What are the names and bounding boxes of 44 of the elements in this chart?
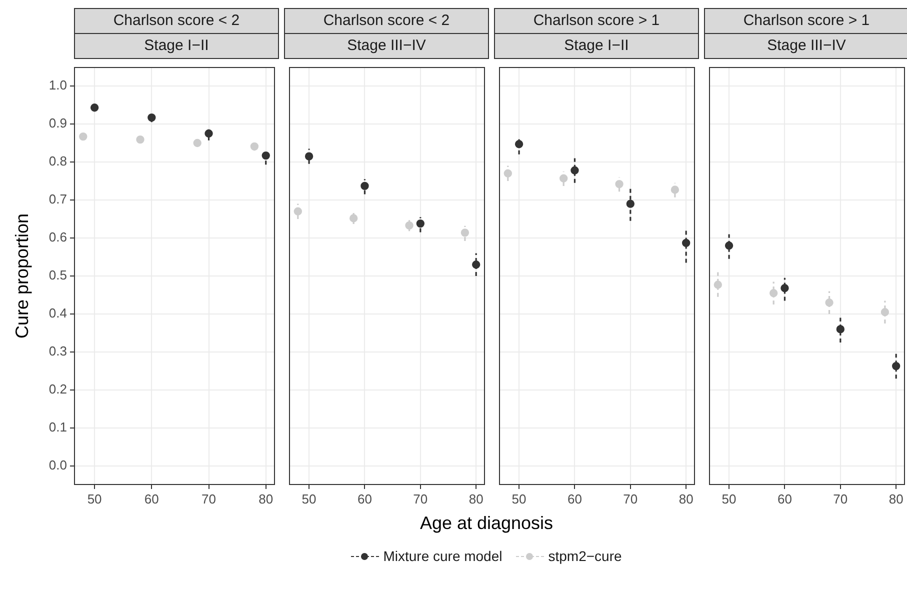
legend-label: stpm2−cure xyxy=(548,548,622,564)
y-tick-label: 0.2 xyxy=(48,382,67,397)
chart-title: Charlson score < 2 xyxy=(74,8,279,34)
y-tick-label: 0.8 xyxy=(48,154,67,169)
chart-subtitle: Stage III−IV xyxy=(704,34,907,59)
x-tick-label: 50 xyxy=(512,491,526,506)
y-tick-label: 0.5 xyxy=(48,268,67,283)
x-tick-label: 70 xyxy=(413,491,428,506)
y-tick-label: 0.6 xyxy=(48,230,67,245)
y-tick-label: 1.0 xyxy=(48,78,67,93)
y-tick-label: 0.7 xyxy=(48,192,67,207)
chart-title: Charlson score > 1 xyxy=(494,8,699,34)
point xyxy=(136,135,144,144)
x-tick-label: 60 xyxy=(144,491,159,506)
chart-subtitle: Stage I−II xyxy=(494,34,699,59)
chart-subtitle: Stage III−IV xyxy=(284,34,489,59)
point xyxy=(250,142,259,151)
y-tick-label: 0.4 xyxy=(48,306,67,321)
point xyxy=(79,132,88,141)
x-tick-label: 50 xyxy=(87,491,102,506)
chart-title: Charlson score > 1 xyxy=(704,8,907,34)
x-tick-label: 60 xyxy=(567,491,582,506)
chart-title: Charlson score < 2 xyxy=(284,8,489,34)
y-tick-label: 0.1 xyxy=(48,420,67,435)
x-tick-label: 70 xyxy=(833,491,848,506)
x-tick-label: 60 xyxy=(777,491,792,506)
x-tick-label: 80 xyxy=(678,491,694,506)
y-axis-title: Cure proportion xyxy=(12,213,32,339)
x-tick-label: 80 xyxy=(258,491,274,506)
x-tick-label: 80 xyxy=(468,491,484,506)
point xyxy=(193,138,202,148)
x-tick-label: 70 xyxy=(623,491,638,506)
x-tick-label: 80 xyxy=(888,491,904,506)
x-tick-label: 50 xyxy=(302,491,316,506)
text: Age at diagnosis xyxy=(418,513,554,534)
y-tick-label: 0.0 xyxy=(48,458,67,473)
chart-subtitle: Stage I−II xyxy=(74,34,279,59)
y-tick-label: 0.9 xyxy=(48,116,67,131)
x-tick-label: 70 xyxy=(202,491,216,506)
legend-label: Mixture cure model xyxy=(383,548,502,564)
x-tick-label: 50 xyxy=(722,491,736,506)
y-tick-label: 0.3 xyxy=(48,344,67,359)
point xyxy=(90,104,99,112)
x-tick-label: 60 xyxy=(357,491,372,506)
